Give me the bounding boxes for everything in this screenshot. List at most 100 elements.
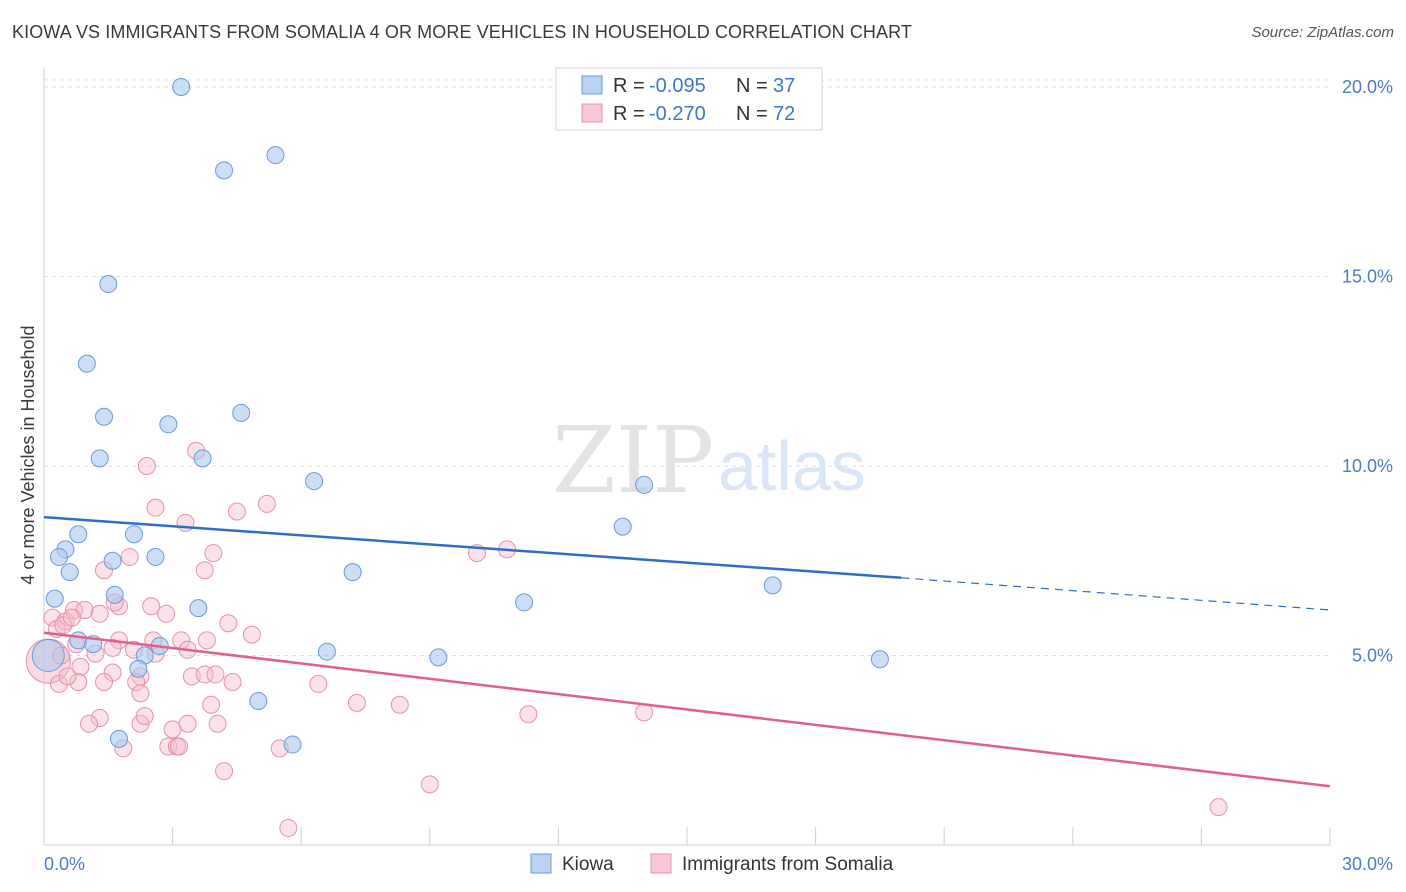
somalia-point-57 xyxy=(163,720,182,739)
kiowa-point-35 xyxy=(110,729,129,748)
kiowa-point-36 xyxy=(283,735,302,754)
kiowa-point-20 xyxy=(60,563,79,582)
somalia-point-42 xyxy=(206,665,225,684)
somalia-point-44 xyxy=(309,674,328,693)
correlation-legend: R = -0.095 N = 37 R = -0.270 N = 72 xyxy=(555,67,823,131)
kiowa-points xyxy=(31,77,889,754)
y-tick-label-1: 10.0% xyxy=(1342,456,1393,476)
somalia-point-65 xyxy=(215,762,234,781)
legend-r-label-kiowa: R = xyxy=(613,75,645,97)
y-tick-label-2: 15.0% xyxy=(1342,266,1393,286)
somalia-point-71 xyxy=(58,667,77,686)
y-tick-labels: 5.0% 10.0% 15.0% 20.0% xyxy=(1342,77,1393,666)
somalia-point-43 xyxy=(223,673,242,692)
somalia-point-56 xyxy=(178,714,197,733)
kiowa-point-22 xyxy=(45,589,64,608)
bottom-legend-kiowa: Kiowa xyxy=(562,854,614,875)
somalia-point-22 xyxy=(90,604,109,623)
bottom-legend-somalia: Immigrants from Somalia xyxy=(682,854,894,875)
y-tick-label-3: 20.0% xyxy=(1342,77,1393,97)
kiowa-point-19 xyxy=(343,563,362,582)
legend-swatch-kiowa xyxy=(581,75,603,95)
kiowa-point-31 xyxy=(429,648,448,667)
somalia-point-26 xyxy=(197,631,216,650)
somalia-point-63 xyxy=(170,737,189,756)
legend-r-label-somalia: R = xyxy=(613,103,645,125)
somalia-point-17 xyxy=(142,597,161,616)
axes xyxy=(43,68,1331,846)
somalia-point-55 xyxy=(135,707,154,726)
kiowa-point-16 xyxy=(50,547,69,566)
somalia-point-52 xyxy=(90,709,109,728)
somalia-point-60 xyxy=(635,703,654,722)
somalia-point-49 xyxy=(131,684,150,703)
legend-n-somalia: 72 xyxy=(773,103,795,125)
somalia-point-67 xyxy=(279,818,298,837)
watermark-zip: ZIP xyxy=(552,407,714,514)
kiowa-point-18 xyxy=(146,547,165,566)
kiowa-point-6 xyxy=(159,415,178,434)
somalia-point-68 xyxy=(1209,798,1228,817)
somalia-point-58 xyxy=(208,714,227,733)
kiowa-point-5 xyxy=(95,407,114,426)
x-tick-label-min: 0.0% xyxy=(44,854,85,874)
kiowa-point-34 xyxy=(249,691,268,710)
x-tick-label-max: 30.0% xyxy=(1342,854,1393,874)
somalia-point-31 xyxy=(103,638,122,657)
kiowa-point-9 xyxy=(193,449,212,468)
kiowa-trend-line xyxy=(43,515,902,580)
kiowa-point-4 xyxy=(77,354,96,373)
somalia-point-51 xyxy=(390,695,409,714)
grid xyxy=(44,79,1330,656)
kiowa-point-26 xyxy=(69,631,88,650)
somalia-point-1 xyxy=(137,456,156,475)
trend-lines xyxy=(43,515,1331,788)
kiowa-point-14 xyxy=(613,517,632,536)
somalia-point-9 xyxy=(120,547,139,566)
kiowa-point-17 xyxy=(103,551,122,570)
somalia-point-24 xyxy=(219,614,238,633)
kiowa-point-23 xyxy=(105,585,124,604)
somalia-point-25 xyxy=(242,625,261,644)
kiowa-point-25 xyxy=(515,593,534,612)
y-axis-label: 4 or more Vehicles in Household xyxy=(18,325,38,584)
series-legend: Kiowa Immigrants from Somalia xyxy=(530,853,894,875)
somalia-point-3 xyxy=(146,498,165,517)
somalia-point-21 xyxy=(62,608,81,627)
legend-n-label-kiowa: N = xyxy=(736,75,768,97)
somalia-point-66 xyxy=(420,775,439,794)
x-tick-labels: 0.0% 30.0% xyxy=(44,854,1393,874)
legend-r-kiowa: -0.095 xyxy=(649,75,706,97)
kiowa-point-21 xyxy=(763,576,782,595)
somalia-point-46 xyxy=(69,673,88,692)
somalia-point-47 xyxy=(95,673,114,692)
somalia-point-18 xyxy=(157,604,176,623)
somalia-point-69 xyxy=(347,693,366,712)
kiowa-point-24 xyxy=(189,599,208,618)
kiowa-point-1 xyxy=(266,146,285,165)
chart-title: KIOWA VS IMMIGRANTS FROM SOMALIA 4 OR MO… xyxy=(12,22,912,42)
kiowa-point-large xyxy=(31,638,65,672)
somalia-point-4 xyxy=(227,502,246,521)
source-label: Source: ZipAtlas.com xyxy=(1251,24,1394,41)
somalia-point-6 xyxy=(204,544,223,563)
somalia-point-53 xyxy=(80,714,99,733)
legend-n-label-somalia: N = xyxy=(736,103,768,125)
kiowa-point-3 xyxy=(99,275,118,294)
kiowa-point-11 xyxy=(635,475,654,494)
somalia-trend-line xyxy=(43,631,1331,788)
kiowa-point-8 xyxy=(90,449,109,468)
watermark-atlas: atlas xyxy=(718,427,866,505)
somalia-point-2 xyxy=(257,494,276,513)
somalia-point-50 xyxy=(202,695,221,714)
legend-r-somalia: -0.270 xyxy=(649,103,706,125)
kiowa-point-30 xyxy=(317,642,336,661)
somalia-point-37 xyxy=(71,657,90,676)
kiowa-point-2 xyxy=(215,161,234,180)
somalia-point-11 xyxy=(195,561,214,580)
kiowa-point-0 xyxy=(172,77,191,96)
somalia-point-41 xyxy=(195,665,214,684)
legend-swatch-somalia xyxy=(581,103,603,123)
kiowa-point-13 xyxy=(125,525,144,544)
